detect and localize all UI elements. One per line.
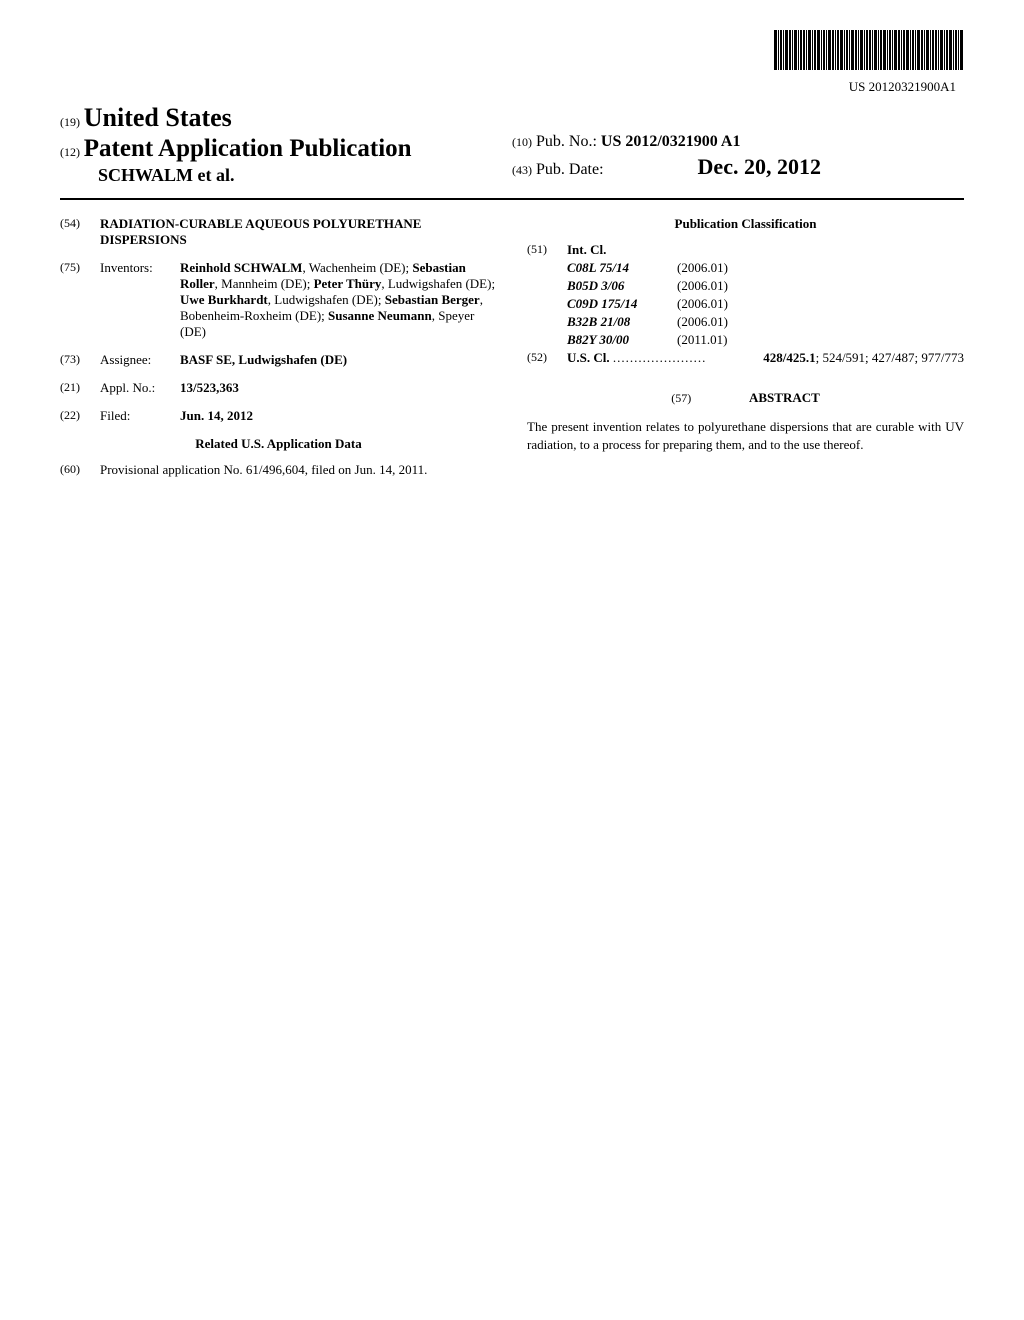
assignee-label: Assignee:	[100, 352, 180, 368]
inventors-code: (75)	[60, 260, 100, 340]
header-left: (19) United States (12) Patent Applicati…	[60, 103, 512, 186]
int-cl-item: B05D 3/06(2006.01)	[527, 278, 964, 294]
pub-no-code: (10)	[512, 135, 532, 149]
related-code: (60)	[60, 462, 100, 478]
left-column: (54) RADIATION-CURABLE AQUEOUS POLYURETH…	[60, 216, 497, 490]
related-header: Related U.S. Application Data	[60, 436, 497, 452]
barcode-image	[774, 30, 964, 75]
pub-no-value: US 2012/0321900 A1	[601, 133, 741, 150]
us-cl-label: U.S. Cl. ......................	[567, 350, 706, 366]
pub-type: Patent Application Publication	[84, 135, 412, 162]
us-cl-row: (52) U.S. Cl. ...................... 428…	[527, 350, 964, 366]
assignee-code: (73)	[60, 352, 100, 368]
filed-row: (22) Filed: Jun. 14, 2012	[60, 408, 497, 424]
related-row: (60) Provisional application No. 61/496,…	[60, 462, 497, 478]
filed-code: (22)	[60, 408, 100, 424]
title-code: (54)	[60, 216, 100, 248]
inventors-label: Inventors:	[100, 260, 180, 340]
abstract-label: ABSTRACT	[749, 390, 820, 405]
document-header: (19) United States (12) Patent Applicati…	[60, 103, 964, 200]
int-cl-item: C08L 75/14(2006.01)	[527, 260, 964, 276]
abstract-code: (57)	[671, 391, 691, 405]
appl-no-value: 13/523,363	[180, 380, 497, 396]
filed-label: Filed:	[100, 408, 180, 424]
abstract-text: The present invention relates to polyure…	[527, 418, 964, 454]
country-code: (19)	[60, 115, 80, 129]
pub-no-label: Pub. No.:	[536, 133, 597, 150]
title-row: (54) RADIATION-CURABLE AQUEOUS POLYURETH…	[60, 216, 497, 248]
header-right: (10) Pub. No.: US 2012/0321900 A1 (43) P…	[512, 103, 964, 186]
assignee-row: (73) Assignee: BASF SE, Ludwigshafen (DE…	[60, 352, 497, 368]
int-cl-label: Int. Cl.	[567, 242, 964, 258]
appl-no-code: (21)	[60, 380, 100, 396]
barcode-section: US 20120321900A1	[60, 30, 964, 95]
int-cl-header-row: (51) Int. Cl.	[527, 242, 964, 258]
related-text: Provisional application No. 61/496,604, …	[100, 462, 497, 478]
publication-id: US 20120321900A1	[60, 79, 956, 95]
pub-date-label: Pub. Date:	[536, 161, 604, 178]
country-name: United States	[84, 103, 232, 132]
inventors-list: Reinhold SCHWALM, Wachenheim (DE); Sebas…	[180, 260, 497, 340]
pub-date-line: (43) Pub. Date: Dec. 20, 2012	[512, 154, 964, 180]
us-cl-code: (52)	[527, 350, 567, 366]
pub-date-value: Dec. 20, 2012	[698, 154, 821, 179]
int-cl-item: C09D 175/14(2006.01)	[527, 296, 964, 312]
title-text: RADIATION-CURABLE AQUEOUS POLYURETHANE D…	[100, 216, 497, 248]
abstract-header: (57) ABSTRACT	[527, 390, 964, 406]
pub-type-line: (12) Patent Application Publication	[60, 135, 512, 163]
classification-header: Publication Classification	[527, 216, 964, 232]
pub-date-code: (43)	[512, 163, 532, 177]
int-cl-code: (51)	[527, 242, 567, 258]
inventors-row: (75) Inventors: Reinhold SCHWALM, Wachen…	[60, 260, 497, 340]
int-cl-item: B82Y 30/00(2011.01)	[527, 332, 964, 348]
appl-no-label: Appl. No.:	[100, 380, 180, 396]
us-cl-value: 428/425.1; 524/591; 427/487; 977/773	[706, 350, 964, 366]
int-cl-item: B32B 21/08(2006.01)	[527, 314, 964, 330]
assignee-value: BASF SE, Ludwigshafen (DE)	[180, 352, 497, 368]
appl-no-row: (21) Appl. No.: 13/523,363	[60, 380, 497, 396]
country-line: (19) United States	[60, 103, 512, 133]
main-content: (54) RADIATION-CURABLE AQUEOUS POLYURETH…	[60, 216, 964, 490]
right-column: Publication Classification (51) Int. Cl.…	[527, 216, 964, 490]
pub-no-line: (10) Pub. No.: US 2012/0321900 A1	[512, 133, 964, 151]
authors-line: SCHWALM et al.	[60, 165, 512, 186]
pub-type-code: (12)	[60, 145, 80, 159]
filed-value: Jun. 14, 2012	[180, 408, 497, 424]
int-cl-list: C08L 75/14(2006.01) B05D 3/06(2006.01) C09…	[527, 260, 964, 348]
